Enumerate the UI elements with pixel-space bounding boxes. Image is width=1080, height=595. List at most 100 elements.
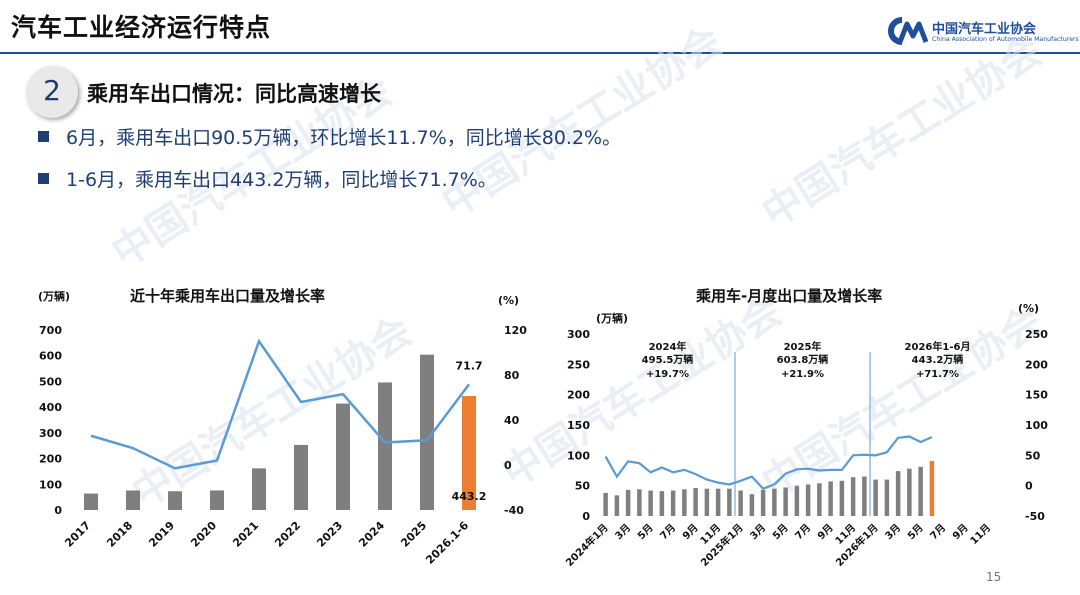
x-tick-label: 2025 xyxy=(398,519,429,550)
caam-logo-icon xyxy=(888,17,928,45)
y-tick-left: 100 xyxy=(567,449,590,462)
bar xyxy=(884,479,890,516)
x-tick-label: 5月 xyxy=(770,522,790,542)
right-axis-unit: (%) xyxy=(1018,302,1039,315)
x-tick-label: 2019 xyxy=(146,519,177,550)
bar xyxy=(462,396,476,510)
section-number-badge: 2 xyxy=(26,66,78,118)
bullet-text: 1-6月，乘用车出口443.2万辆，同比增长71.7%。 xyxy=(66,169,497,191)
bar xyxy=(659,491,665,516)
y-tick-left: 500 xyxy=(39,375,62,388)
chart-title-monthly: 乘用车-月度出口量及增长率 xyxy=(696,287,883,305)
bar xyxy=(873,479,878,516)
line-data-label: 71.7 xyxy=(455,359,482,372)
section-number: 2 xyxy=(43,74,61,107)
growth-line xyxy=(604,435,933,490)
x-tick-label: 3月 xyxy=(748,522,768,542)
y-tick-left: 300 xyxy=(567,328,590,341)
bar xyxy=(648,490,653,516)
bullet-square-icon xyxy=(38,131,49,142)
bar xyxy=(693,488,698,516)
y-tick-right: 0 xyxy=(504,459,512,472)
y-tick-left: 200 xyxy=(567,389,590,402)
x-tick-label: 3月 xyxy=(883,522,903,542)
x-tick-label: 7月 xyxy=(793,522,813,542)
bar xyxy=(294,444,308,510)
left-axis-unit: (万辆) xyxy=(38,290,70,303)
bar-data-label: 443.2 xyxy=(452,490,487,503)
bar xyxy=(670,490,676,516)
growth-line xyxy=(90,338,470,470)
y-tick-right: 40 xyxy=(504,414,520,427)
x-tick-label: 7月 xyxy=(658,522,678,542)
right-axis-unit: (%) xyxy=(498,294,519,307)
bar xyxy=(805,484,811,516)
annotation-growth: +71.7% xyxy=(916,369,959,380)
annotation-year: 2025年 xyxy=(784,340,822,353)
x-tick-label: 2024 xyxy=(356,519,387,550)
bar xyxy=(682,489,687,516)
monthly-export-chart: (万辆) (%) 0 50 100 150 200 250 300 -50 0 50 100 150 200… xyxy=(563,302,1049,569)
annotation-amount: 603.8万辆 xyxy=(777,353,829,366)
bar xyxy=(760,489,766,516)
bullet-square-icon xyxy=(38,173,49,184)
bar xyxy=(907,468,912,516)
y-tick-right: -40 xyxy=(504,504,524,517)
y-tick-right: 150 xyxy=(1025,389,1048,402)
x-tick-label: 11月 xyxy=(968,522,993,547)
logo-name-cn: 中国汽车工业协会 xyxy=(932,22,1037,37)
bar xyxy=(614,495,620,516)
bar xyxy=(84,493,98,510)
bar xyxy=(210,490,224,510)
bar xyxy=(850,477,856,516)
left-axis-unit: (万辆) xyxy=(596,311,628,325)
y-tick-right: 200 xyxy=(1025,358,1048,371)
x-tick-label: 5月 xyxy=(905,522,925,542)
x-tick-label: 7月 xyxy=(928,522,948,542)
bar xyxy=(862,476,867,516)
y-tick-left: 150 xyxy=(567,419,590,432)
annual-export-chart: (万辆) (%) 0 100 200 300 400 500 600 700 -40 0 40 80 120… xyxy=(38,290,527,567)
y-tick-left: 250 xyxy=(567,358,590,371)
x-tick-label: 2023 xyxy=(314,519,345,550)
x-tick-label: 2026.1-6 xyxy=(423,519,471,567)
bar xyxy=(794,485,800,516)
page-number: 15 xyxy=(986,570,1002,584)
bar xyxy=(252,468,266,510)
y-tick-left: 200 xyxy=(39,453,62,466)
bar xyxy=(839,480,845,516)
annotation-year: 2026年1-6月 xyxy=(905,340,971,353)
y-tick-right: -50 xyxy=(1025,510,1045,523)
annotation-growth: +21.9% xyxy=(781,369,824,380)
bar xyxy=(828,481,833,516)
y-tick-left: 700 xyxy=(39,324,62,337)
y-tick-right: 100 xyxy=(1025,419,1048,432)
bullet-text: 6月，乘用车出口90.5万辆，环比增长11.7%，同比增长80.2%。 xyxy=(66,127,622,149)
bar xyxy=(704,488,710,516)
logo: 中国汽车工业协会 China Association of Automobile… xyxy=(880,14,1080,48)
bar xyxy=(378,382,392,510)
bar xyxy=(625,489,631,516)
x-tick-label: 2024年1月 xyxy=(563,521,611,569)
y-tick-right: 50 xyxy=(1025,449,1041,462)
y-tick-right: 120 xyxy=(504,324,527,337)
section-title: 乘用车出口情况：同比高速增长 xyxy=(87,82,381,106)
annotation-amount: 495.5万辆 xyxy=(642,353,694,366)
bar xyxy=(783,487,788,516)
bar xyxy=(727,488,732,516)
bar xyxy=(336,403,350,510)
x-tick-label: 2020 xyxy=(188,519,219,550)
y-tick-left: 0 xyxy=(54,504,62,517)
bar xyxy=(918,466,923,516)
bar xyxy=(817,483,822,516)
y-tick-right: 80 xyxy=(504,369,520,382)
y-tick-left: 400 xyxy=(39,401,62,414)
y-tick-left: 50 xyxy=(575,480,591,493)
y-tick-right: 250 xyxy=(1025,328,1048,341)
x-tick-label: 3月 xyxy=(613,522,633,542)
header-divider xyxy=(0,52,1080,54)
annotation-amount: 443.2万辆 xyxy=(912,353,964,366)
bar xyxy=(603,492,608,516)
y-tick-left: 100 xyxy=(39,478,62,491)
bar xyxy=(715,488,721,516)
